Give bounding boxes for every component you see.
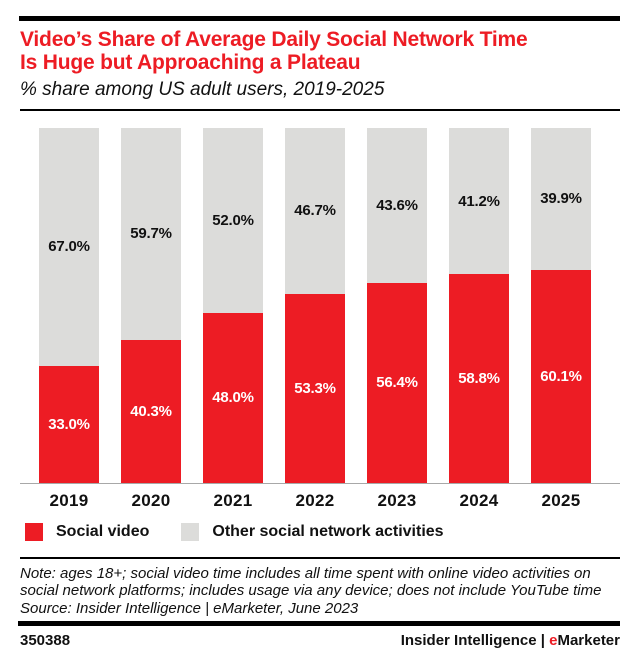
other-activities-segment: 52.0% [203, 128, 263, 313]
brand-e: e [549, 631, 558, 649]
percent-label-other: 41.2% [458, 192, 500, 210]
percent-label-video: 58.8% [458, 370, 500, 388]
bar-columns: 67.0% 33.0% 2019 59.7% 40.3% 2020 52.0% 48.0% 20… [20, 128, 620, 511]
title-line-2: Is Huge but Approaching a Plateau [20, 51, 361, 74]
attribution-separator: | [536, 631, 550, 649]
attribution-name: Insider Intelligence [400, 631, 537, 649]
bar-column: 41.2% 58.8% 2024 [449, 128, 509, 511]
percent-label-video: 53.3% [294, 379, 336, 397]
percent-label-video: 40.3% [130, 402, 172, 420]
legend-label: Other social network activities [212, 523, 444, 540]
footer-rule [18, 621, 620, 626]
other-activities-segment: 67.0% [39, 128, 99, 366]
legend-item: Social video [25, 523, 149, 541]
year-label: 2023 [377, 491, 417, 510]
social-video-segment: 58.8% [449, 274, 509, 483]
percent-label-other: 43.6% [376, 196, 418, 214]
percent-label-video: 60.1% [540, 367, 582, 385]
top-rule [19, 16, 620, 21]
legend-swatch [181, 523, 200, 541]
percent-label-video: 56.4% [376, 374, 418, 392]
social-video-segment: 53.3% [285, 293, 345, 483]
social-video-segment: 33.0% [39, 365, 99, 483]
legend: Social video Other social network activit… [25, 523, 620, 541]
chart-id: 350388 [20, 631, 71, 649]
percent-label-video: 48.0% [212, 389, 254, 407]
other-activities-segment: 41.2% [449, 128, 509, 275]
year-label: 2022 [295, 491, 335, 510]
other-activities-segment: 43.6% [367, 128, 427, 283]
attribution: Insider Intelligence | eMarketer [401, 632, 620, 649]
bar-column: 39.9% 60.1% 2025 [531, 128, 591, 511]
percent-label-other: 39.9% [540, 190, 582, 208]
social-video-segment: 60.1% [531, 269, 591, 483]
percent-label-other: 46.7% [294, 202, 336, 220]
x-axis-line [20, 483, 620, 484]
bar-stack: 67.0% 33.0% [39, 128, 99, 483]
bar-stack: 52.0% 48.0% [203, 128, 263, 483]
brand-rest: Marketer [557, 631, 620, 649]
bar-column: 67.0% 33.0% 2019 [39, 128, 99, 511]
title-line-1: Video’s Share of Average Daily Social Ne… [20, 28, 528, 51]
bar-stack: 41.2% 58.8% [449, 128, 509, 483]
bar-stack: 46.7% 53.3% [285, 128, 345, 483]
other-activities-segment: 46.7% [285, 128, 345, 294]
chart-subtitle: % share among US adult users, 2019-2025 [20, 79, 385, 100]
social-video-segment: 40.3% [121, 339, 181, 483]
percent-label-other: 67.0% [48, 238, 90, 256]
social-video-segment: 48.0% [203, 312, 263, 483]
title-divider [20, 109, 620, 111]
chart-card: Video’s Share of Average Daily Social Ne… [0, 16, 638, 670]
stacked-bar-chart: 67.0% 33.0% 2019 59.7% 40.3% 2020 52.0% 48.0% 20… [20, 128, 620, 511]
footer: 350388 Insider Intelligence | eMarketer [20, 632, 620, 649]
source-text: Source: Insider Intelligence | eMarketer… [20, 599, 359, 617]
year-label: 2021 [213, 491, 253, 510]
year-label: 2025 [541, 491, 581, 510]
legend-label: Social video [56, 523, 150, 540]
bar-stack: 39.9% 60.1% [531, 128, 591, 483]
legend-item: Other social network activities [181, 523, 444, 541]
percent-label-other: 52.0% [212, 211, 254, 229]
bar-stack: 59.7% 40.3% [121, 128, 181, 483]
page-title: Video’s Share of Average Daily Social Ne… [20, 28, 620, 74]
legend-swatch [25, 523, 43, 541]
social-video-segment: 56.4% [367, 282, 427, 483]
percent-label-other: 59.7% [130, 225, 172, 243]
year-label: 2024 [459, 491, 499, 510]
bar-column: 43.6% 56.4% 2023 [367, 128, 427, 511]
year-label: 2020 [131, 491, 171, 510]
percent-label-video: 33.0% [48, 415, 90, 433]
year-label: 2019 [49, 491, 89, 510]
other-activities-segment: 39.9% [531, 128, 591, 270]
bar-stack: 43.6% 56.4% [367, 128, 427, 483]
note-text: Note: ages 18+; social video time includ… [20, 564, 602, 600]
bar-column: 59.7% 40.3% 2020 [121, 128, 181, 511]
footnote: Note: ages 18+; social video time includ… [20, 565, 620, 618]
other-activities-segment: 59.7% [121, 128, 181, 340]
note-divider [20, 557, 620, 559]
bar-column: 46.7% 53.3% 2022 [285, 128, 345, 511]
bar-column: 52.0% 48.0% 2021 [203, 128, 263, 511]
